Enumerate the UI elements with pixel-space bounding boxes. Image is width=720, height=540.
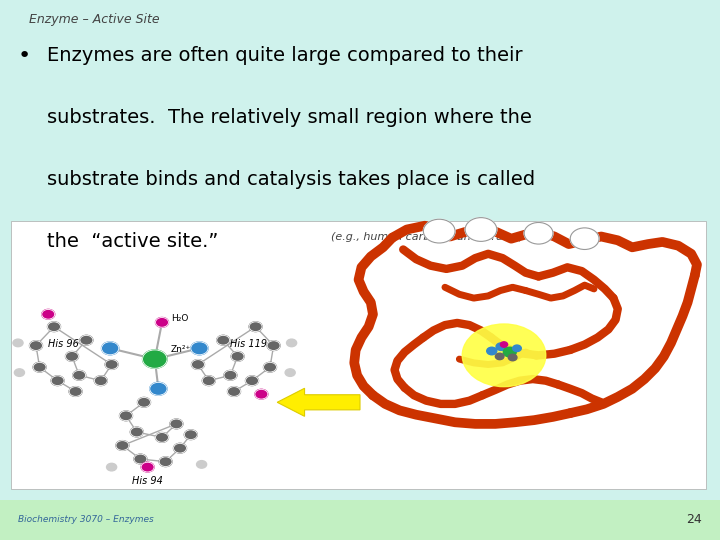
Circle shape [66, 352, 78, 361]
FancyArrow shape [277, 388, 360, 416]
Text: the  “active site.”: the “active site.” [47, 232, 218, 251]
Circle shape [143, 350, 167, 368]
Circle shape [202, 376, 215, 386]
Circle shape [120, 411, 132, 421]
Circle shape [192, 360, 204, 369]
Text: His 94: His 94 [132, 476, 163, 485]
Circle shape [246, 376, 258, 386]
Circle shape [267, 341, 280, 350]
Circle shape [48, 322, 60, 332]
Circle shape [500, 342, 508, 347]
Circle shape [508, 354, 517, 361]
Circle shape [264, 362, 276, 372]
Circle shape [105, 360, 118, 369]
Circle shape [287, 339, 297, 347]
Text: Enzymes are often quite large compared to their: Enzymes are often quite large compared t… [47, 46, 523, 65]
Circle shape [13, 339, 23, 347]
Circle shape [30, 341, 42, 350]
Circle shape [249, 322, 262, 332]
Circle shape [141, 462, 154, 472]
Circle shape [138, 397, 150, 407]
Circle shape [150, 382, 167, 395]
Circle shape [224, 370, 237, 380]
Circle shape [423, 219, 455, 243]
Circle shape [495, 353, 504, 360]
Circle shape [134, 454, 147, 464]
Circle shape [465, 218, 497, 241]
Text: (e.g., human carbonic anhydrase:): (e.g., human carbonic anhydrase:) [331, 232, 524, 242]
Circle shape [42, 309, 55, 319]
Text: His 96: His 96 [48, 339, 79, 349]
Bar [0, 500, 720, 540]
Circle shape [231, 352, 244, 361]
Circle shape [156, 318, 168, 327]
Circle shape [524, 222, 553, 244]
Circle shape [255, 389, 268, 399]
Circle shape [102, 342, 119, 355]
Bar [11, 221, 706, 489]
Circle shape [130, 427, 143, 437]
Circle shape [73, 370, 86, 380]
Text: substrate binds and catalysis takes place is called: substrate binds and catalysis takes plac… [47, 170, 535, 189]
Circle shape [51, 376, 64, 386]
Circle shape [217, 335, 230, 345]
Circle shape [14, 369, 24, 376]
Circle shape [69, 387, 82, 396]
Circle shape [487, 347, 497, 355]
Text: substrates.  The relatively small region where the: substrates. The relatively small region … [47, 108, 531, 127]
Circle shape [191, 342, 208, 355]
Circle shape [170, 419, 183, 429]
Circle shape [174, 443, 186, 453]
Circle shape [228, 387, 240, 396]
Circle shape [462, 324, 546, 387]
Text: H₂O: H₂O [171, 314, 188, 323]
Text: Zn²⁺: Zn²⁺ [171, 345, 191, 354]
Circle shape [496, 343, 506, 350]
Text: Enzyme – Active Site: Enzyme – Active Site [29, 14, 159, 26]
Circle shape [80, 335, 93, 345]
Circle shape [107, 463, 117, 471]
Text: His 119: His 119 [230, 339, 268, 349]
Circle shape [33, 362, 46, 372]
Circle shape [513, 345, 521, 352]
Circle shape [570, 228, 599, 249]
Text: Biochemistry 3070 – Enzymes: Biochemistry 3070 – Enzymes [18, 515, 154, 524]
Circle shape [156, 433, 168, 442]
Text: •: • [18, 46, 31, 66]
Circle shape [116, 441, 129, 450]
Circle shape [159, 457, 172, 467]
Circle shape [503, 347, 516, 357]
Circle shape [94, 376, 107, 386]
Circle shape [285, 369, 295, 376]
Circle shape [197, 461, 207, 468]
Circle shape [184, 430, 197, 440]
Text: 24: 24 [686, 513, 702, 526]
